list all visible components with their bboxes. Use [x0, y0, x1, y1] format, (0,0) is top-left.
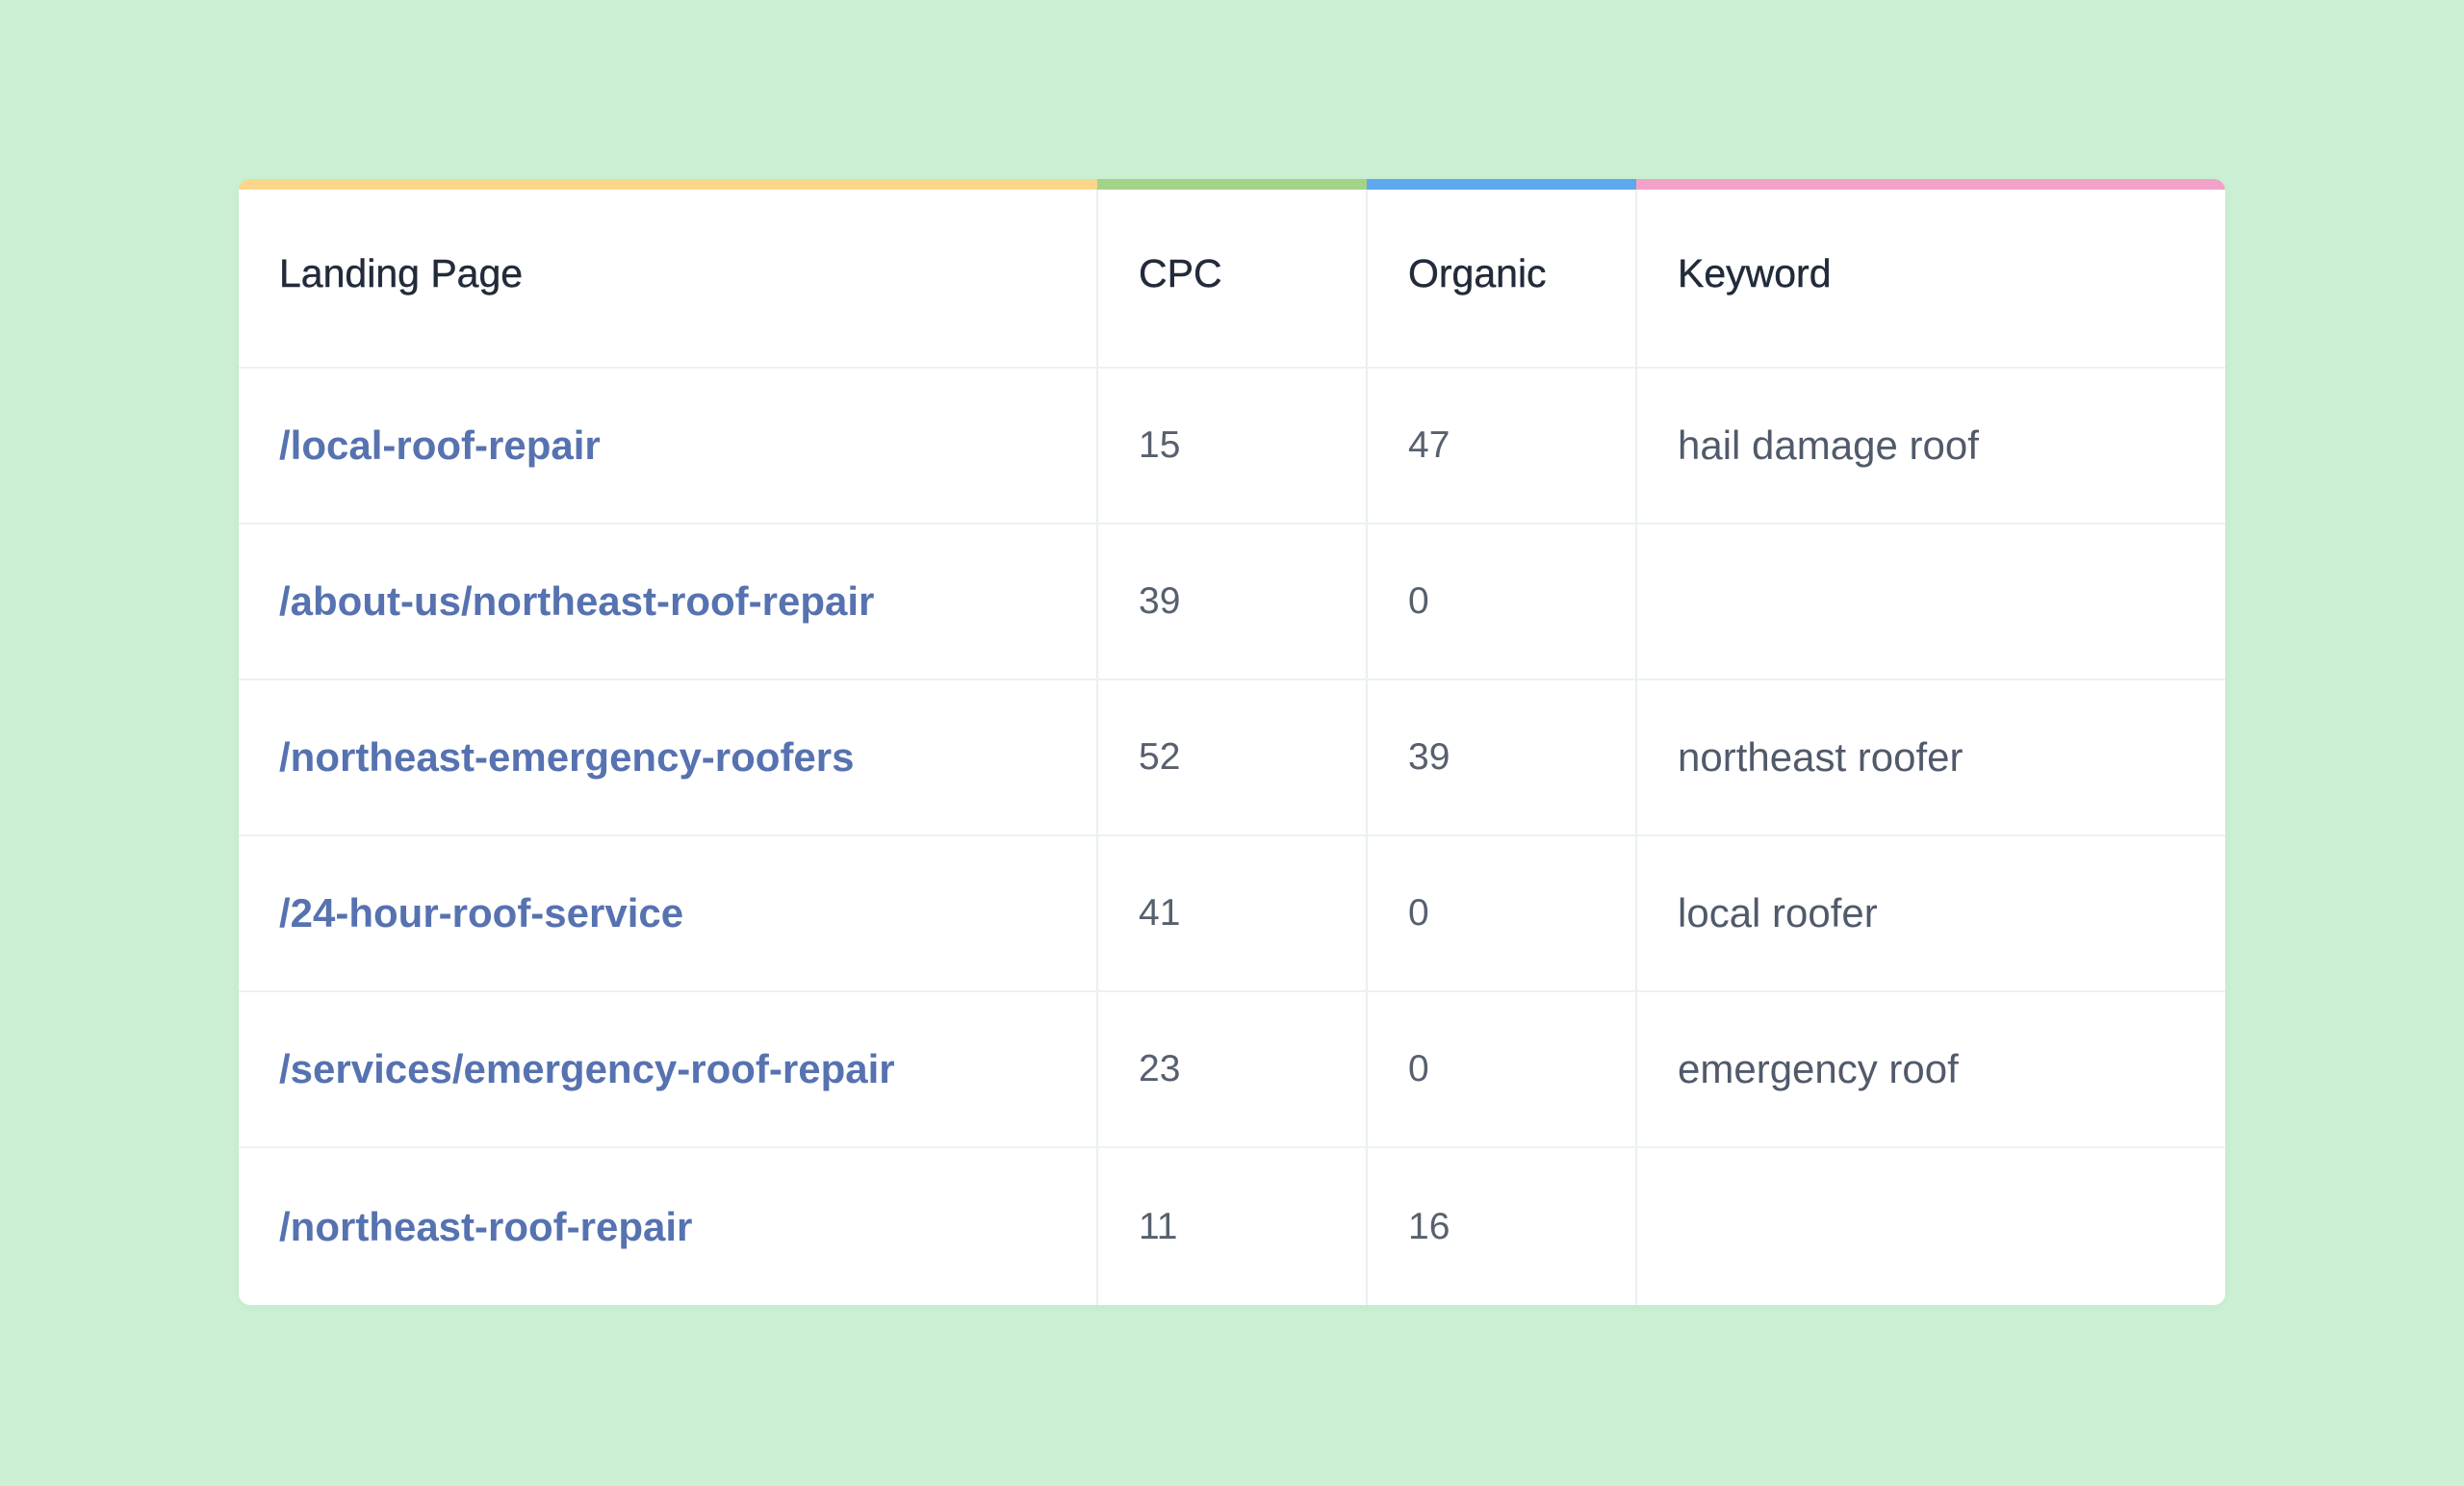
row-divider — [239, 523, 2225, 525]
keyword-value: local roofer — [1678, 890, 1878, 935]
accent-bar-landing-page — [239, 179, 1097, 190]
landing-page-link[interactable]: /northeast-roof-repair — [279, 1203, 693, 1249]
cpc-value: 41 — [1139, 892, 1181, 934]
column-divider — [1366, 190, 1368, 1305]
landing-page-link[interactable]: /local-roof-repair — [279, 423, 601, 468]
data-table-card: Landing Page CPC Organic Keyword /local-… — [239, 179, 2225, 1305]
landing-page-link[interactable]: /about-us/northeast-roof-repair — [279, 578, 875, 624]
organic-value: 0 — [1408, 892, 1429, 934]
landing-page-link[interactable]: /24-hour-roof-service — [279, 890, 684, 935]
organic-value: 0 — [1408, 1048, 1429, 1089]
cpc-value: 23 — [1139, 1048, 1181, 1089]
landing-page-link[interactable]: /services/emergency-roof-repair — [279, 1046, 895, 1091]
cpc-value: 15 — [1139, 424, 1181, 466]
column-divider — [1096, 190, 1098, 1305]
row-divider — [239, 679, 2225, 680]
column-header-cpc[interactable]: CPC — [1139, 250, 1222, 295]
organic-value: 0 — [1408, 580, 1429, 622]
row-divider — [239, 834, 2225, 836]
organic-value: 16 — [1408, 1205, 1450, 1247]
organic-value: 47 — [1408, 424, 1450, 466]
cpc-value: 39 — [1139, 580, 1181, 622]
column-header-organic[interactable]: Organic — [1408, 250, 1547, 295]
keyword-value: emergency roof — [1678, 1046, 1959, 1091]
header-divider — [239, 367, 2225, 369]
column-header-landing-page[interactable]: Landing Page — [279, 250, 524, 295]
accent-bar-keyword — [1636, 179, 2225, 190]
keyword-value: northeast roofer — [1678, 734, 1964, 780]
accent-bar-organic — [1367, 179, 1636, 190]
accent-bar-cpc — [1097, 179, 1367, 190]
keyword-value: hail damage roof — [1678, 423, 1979, 468]
landing-page-link[interactable]: /northeast-emergency-roofers — [279, 734, 855, 780]
cpc-value: 52 — [1139, 736, 1181, 778]
column-divider — [1635, 190, 1637, 1305]
organic-value: 39 — [1408, 736, 1450, 778]
column-header-keyword[interactable]: Keyword — [1678, 250, 1832, 295]
cpc-value: 11 — [1139, 1205, 1178, 1247]
row-divider — [239, 1146, 2225, 1148]
row-divider — [239, 990, 2225, 992]
